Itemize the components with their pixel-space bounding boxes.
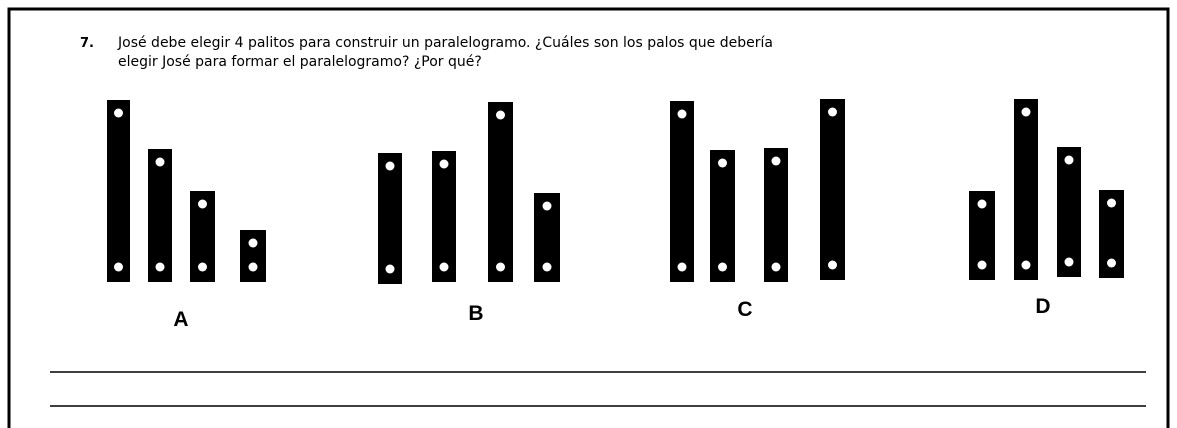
stick-hole [828,260,837,270]
stick [107,100,130,282]
stick-hole [496,262,505,272]
stick-hole [439,159,449,169]
stick [240,230,266,282]
stick [488,102,513,282]
stick-hole [718,262,727,272]
stick-hole [248,262,258,272]
option-label: C [737,298,752,321]
stick-hole [198,199,207,209]
stick-hole [977,199,987,209]
stick-hole [677,262,687,272]
stick [764,148,788,282]
stick [378,153,402,284]
stick-hole [198,262,207,272]
stick [148,149,172,282]
stick-hole [385,161,395,171]
stick-hole [155,157,165,167]
stick-hole [1021,107,1031,117]
stick [1014,99,1038,280]
stick-hole [114,108,123,118]
option-label: D [1035,295,1050,318]
stick-hole [977,260,987,270]
stick [670,101,694,282]
stick [710,150,735,282]
stick-hole [114,262,123,272]
stick [1057,147,1081,277]
stick-hole [439,262,449,272]
stick-hole [542,201,552,211]
stick-hole [385,264,395,274]
question-line: elegir José para formar el paralelogramo… [118,54,482,70]
stick-hole [828,107,837,117]
option-label: A [173,308,188,331]
stick-hole [677,109,687,119]
stick-hole [542,262,552,272]
stick-hole [496,110,505,120]
stick-hole [155,262,165,272]
stick-hole [718,158,727,168]
stick-hole [1107,198,1116,208]
option-label: B [468,302,483,325]
stick-hole [1021,260,1031,270]
question-number: 7. [80,36,94,51]
stick-hole [1064,257,1074,267]
stick-hole [248,238,258,248]
stick-hole [1107,258,1116,268]
stick-hole [771,156,781,166]
stick-hole [1064,155,1074,165]
stick [432,151,456,282]
stick-hole [771,262,781,272]
stick [820,99,845,280]
question-line: José debe elegir 4 palitos para construi… [117,35,773,51]
